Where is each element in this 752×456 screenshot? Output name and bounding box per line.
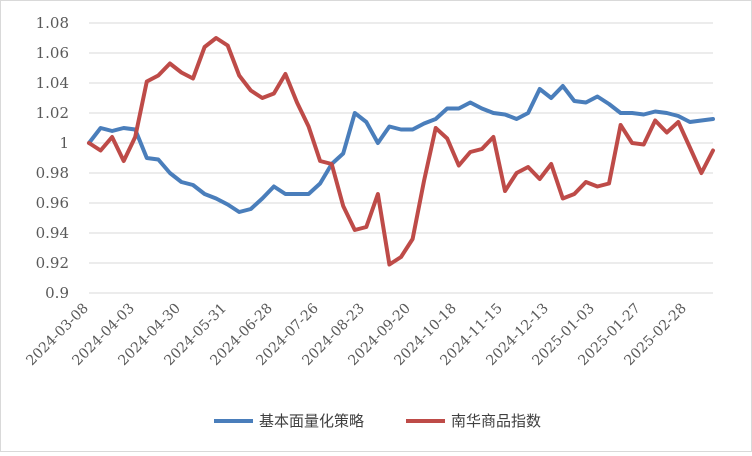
y-tick-label: 0.94: [36, 224, 69, 242]
legend: 基本面量化策略 南华商品指数: [214, 412, 541, 430]
y-tick-label: 1.08: [36, 14, 69, 32]
series-line-nanhua-index: [87, 36, 715, 267]
y-tick-label: 0.92: [36, 254, 69, 272]
y-tick-label: 1.04: [36, 74, 69, 92]
y-axis-ticks: 0.9 0.92 0.94 0.96 0.98 1 1.02 1.04 1.06 1.08: [36, 14, 69, 302]
y-tick-label: 1: [59, 134, 69, 152]
legend-label-nanhua-index: 南华商品指数: [451, 412, 541, 430]
series-lines: [87, 36, 715, 267]
gridlines: [89, 22, 713, 294]
y-tick-label: 1.02: [36, 104, 69, 122]
series-line-strategy: [87, 84, 715, 214]
x-axis-ticks: 2024-03-082024-04-032024-04-302024-05-31…: [23, 300, 689, 368]
y-tick-label: 1.06: [36, 44, 69, 62]
y-tick-label: 0.98: [36, 164, 69, 182]
y-tick-label: 0.96: [36, 194, 69, 212]
legend-label-strategy: 基本面量化策略: [259, 412, 364, 430]
y-tick-label: 0.9: [45, 284, 69, 302]
